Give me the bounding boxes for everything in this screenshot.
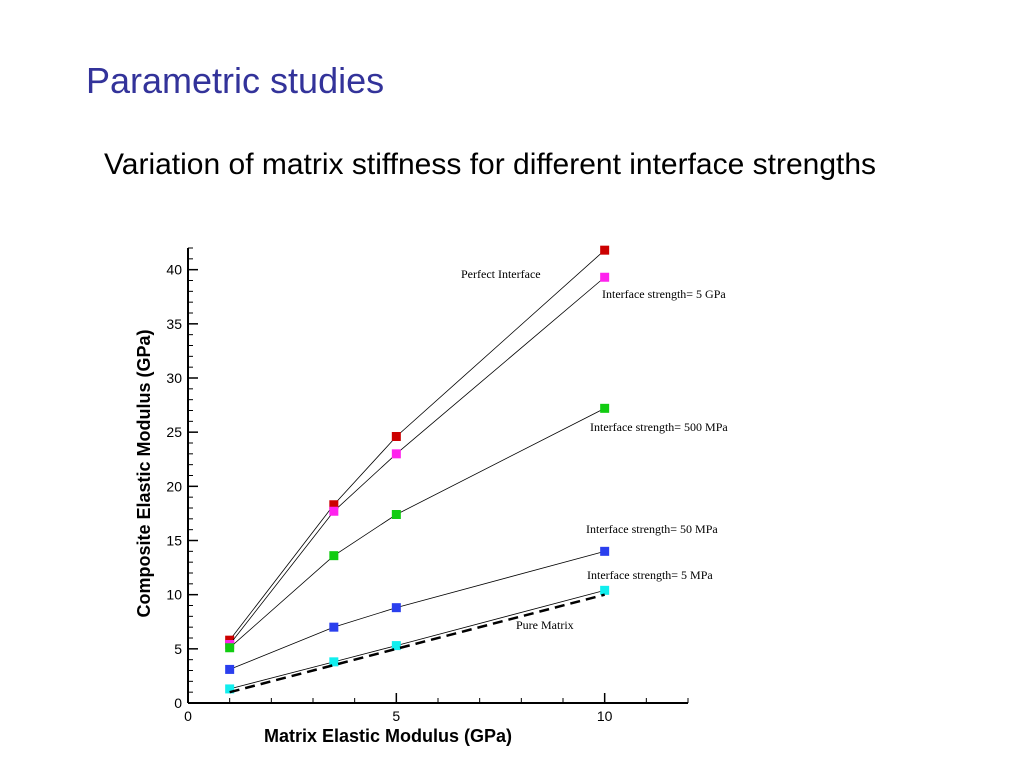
series-line-dashed xyxy=(229,593,605,694)
data-point xyxy=(329,622,339,632)
chart-axes: 0 5 10 15 20 25 30 35 40 0 5 10 Matrix Elastic Modul… xyxy=(134,247,689,746)
series-annotation: Pure Matrix xyxy=(516,618,574,632)
data-point xyxy=(329,551,339,561)
data-point xyxy=(329,657,339,667)
data-point xyxy=(391,432,401,441)
data-point xyxy=(600,272,610,282)
series-annotation: Interface strength= 5 MPa xyxy=(587,568,713,582)
x-axis-title: Matrix Elastic Modulus (GPa) xyxy=(264,726,512,746)
x-tick-label: 5 xyxy=(392,708,400,724)
data-point xyxy=(329,500,339,510)
series-annotation: Interface strength= 50 MPa xyxy=(586,522,718,536)
series-annotation: Interface strength= 5 GPa xyxy=(602,287,726,301)
data-point xyxy=(391,449,401,459)
y-tick-label: 5 xyxy=(174,641,182,657)
y-axis-title: Composite Elastic Modulus (GPa) xyxy=(134,329,154,617)
data-point xyxy=(225,664,235,674)
data-point xyxy=(600,245,610,255)
chart-series xyxy=(225,245,610,694)
data-point xyxy=(600,403,610,413)
slide-title: Parametric studies xyxy=(86,60,385,101)
y-tick-label: 10 xyxy=(166,587,182,603)
data-point xyxy=(600,585,610,595)
series-3 xyxy=(225,546,610,674)
series-line xyxy=(229,249,605,641)
data-point xyxy=(600,546,610,556)
series-line xyxy=(229,276,605,645)
chart-annotations: Perfect Interface Interface strength= 5 G… xyxy=(461,267,728,632)
data-point xyxy=(225,684,235,694)
data-point xyxy=(391,641,401,651)
y-tick-label: 0 xyxy=(174,695,182,711)
series-line xyxy=(229,589,605,690)
series-2 xyxy=(225,403,610,653)
data-point xyxy=(391,510,401,519)
y-tick-label: 25 xyxy=(166,424,182,440)
x-tick-label: 0 xyxy=(184,708,192,724)
series-0 xyxy=(225,245,610,645)
series-1 xyxy=(225,272,610,649)
y-tick-label: 30 xyxy=(166,370,182,386)
x-tick-label: 10 xyxy=(597,708,613,724)
data-point xyxy=(329,506,339,516)
y-tick-label: 15 xyxy=(166,533,182,549)
series-4 xyxy=(225,585,610,694)
series-annotation: Interface strength= 500 MPa xyxy=(590,420,728,434)
y-tick-label: 40 xyxy=(166,262,182,278)
y-tick-label: 35 xyxy=(166,316,182,332)
data-point xyxy=(391,603,401,613)
slide-subtitle: Variation of matrix stiffness for differ… xyxy=(104,148,877,181)
series-annotation: Perfect Interface xyxy=(461,267,541,281)
y-tick-label: 20 xyxy=(166,478,182,494)
series-line xyxy=(229,407,605,649)
series-line xyxy=(229,550,605,670)
data-point xyxy=(225,643,235,653)
series-5 xyxy=(229,593,605,694)
